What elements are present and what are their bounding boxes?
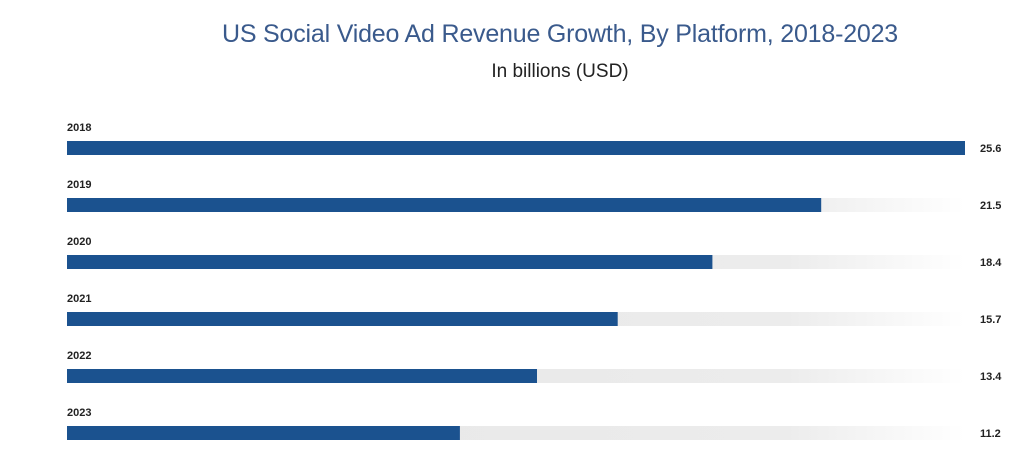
category-label: 2022 bbox=[67, 350, 91, 362]
bar bbox=[67, 141, 965, 155]
value-label: 11.2 bbox=[980, 428, 1001, 440]
bar bbox=[67, 369, 537, 383]
category-label: 2019 bbox=[67, 179, 91, 191]
bar bbox=[67, 312, 618, 326]
value-label: 15.7 bbox=[980, 314, 1001, 326]
bar bbox=[67, 255, 713, 269]
value-label: 21.5 bbox=[980, 200, 1001, 212]
bar bbox=[67, 198, 822, 212]
category-label: 2023 bbox=[67, 407, 91, 419]
value-label: 25.6 bbox=[980, 143, 1001, 155]
bar bbox=[67, 426, 460, 440]
chart-title: US Social Video Ad Revenue Growth, By Pl… bbox=[221, 20, 899, 48]
value-label: 18.4 bbox=[980, 257, 1002, 269]
category-label: 2020 bbox=[67, 236, 91, 248]
value-label: 13.4 bbox=[980, 371, 1002, 383]
chart-subtitle: In billions (USD) bbox=[491, 61, 629, 82]
category-label: 2018 bbox=[67, 122, 91, 134]
category-label: 2021 bbox=[67, 293, 91, 305]
